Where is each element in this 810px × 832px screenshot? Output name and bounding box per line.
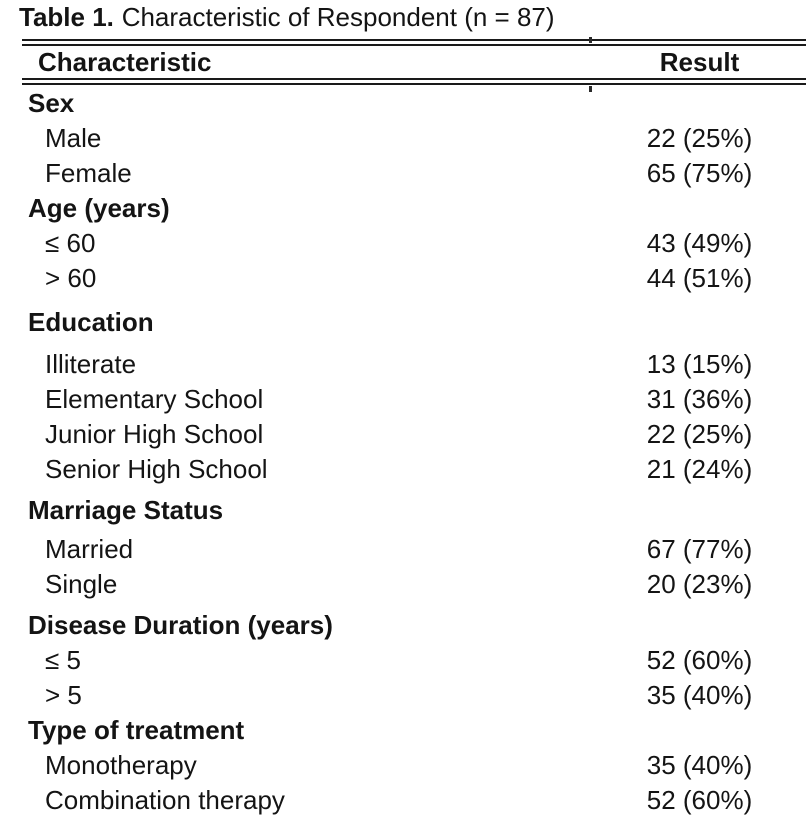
characteristics-table: Characteristic Result Sex Male 22 (25%) …	[22, 39, 806, 818]
row-result	[593, 305, 806, 340]
table-item-row-age-le60: ≤ 60 43 (49%)	[22, 226, 806, 261]
table-item-row-male: Male 22 (25%)	[22, 121, 806, 156]
row-result: 13 (15%)	[646, 349, 753, 379]
row-result: 52 (60%)	[646, 785, 753, 815]
header-result: Result	[659, 47, 740, 77]
row-label: Elementary School	[45, 384, 264, 414]
row-result: 22 (25%)	[646, 419, 753, 449]
table-item-row-junior-high: Junior High School 22 (25%)	[22, 417, 806, 452]
row-result: 31 (36%)	[646, 384, 753, 414]
table-caption: Table 1. Characteristic of Respondent (n …	[19, 3, 810, 32]
row-result: 22 (25%)	[646, 123, 753, 153]
row-label: ≤ 5	[45, 645, 81, 675]
row-label: Education	[28, 307, 154, 337]
table-caption-title: Characteristic of Respondent (n = 87)	[121, 2, 555, 32]
row-result: 43 (49%)	[646, 228, 753, 258]
row-result: 65 (75%)	[646, 158, 753, 188]
row-label: > 5	[45, 680, 82, 710]
table-item-row-female: Female 65 (75%)	[22, 156, 806, 191]
row-label: Married	[45, 534, 134, 564]
table-body: Sex Male 22 (25%) Female 65 (75%) Age (y…	[22, 85, 806, 818]
table-section-row-sex: Sex	[22, 86, 806, 121]
row-label: > 60	[45, 263, 97, 293]
table-item-row-age-gt60: > 60 44 (51%)	[22, 261, 806, 296]
row-result: 44 (51%)	[646, 263, 753, 293]
row-result: 35 (40%)	[646, 680, 753, 710]
table-item-row-monotherapy: Monotherapy 35 (40%)	[22, 748, 806, 783]
row-result	[593, 86, 806, 121]
table-section-row-age: Age (years)	[22, 191, 806, 226]
row-label: Combination therapy	[45, 785, 285, 815]
column-divider-tick-top	[589, 37, 592, 43]
row-label: Disease Duration (years)	[28, 610, 333, 640]
row-result	[593, 493, 806, 528]
row-label: Illiterate	[45, 349, 137, 379]
row-result	[593, 191, 806, 226]
row-label: Junior High School	[45, 419, 264, 449]
table-header-row: Characteristic Result	[22, 46, 806, 85]
row-label: Type of treatment	[28, 715, 245, 745]
header-characteristic: Characteristic	[38, 47, 212, 77]
row-result: 21 (24%)	[646, 454, 753, 484]
row-label: Senior High School	[45, 454, 268, 484]
table-section-row-education: Education	[22, 305, 806, 340]
row-label: Female	[45, 158, 132, 188]
table-section-row-treatment: Type of treatment	[22, 713, 806, 748]
table-item-row-single: Single 20 (23%)	[22, 567, 806, 602]
row-label: Marriage Status	[28, 495, 224, 525]
table-item-row-duration-gt5: > 5 35 (40%)	[22, 678, 806, 713]
row-label: Age (years)	[28, 193, 170, 223]
table-item-row-illiterate: Illiterate 13 (15%)	[22, 347, 806, 382]
row-result: 20 (23%)	[646, 569, 753, 599]
row-label: Single	[45, 569, 118, 599]
row-result: 35 (40%)	[646, 750, 753, 780]
row-label: Monotherapy	[45, 750, 197, 780]
table-item-row-duration-le5: ≤ 5 52 (60%)	[22, 643, 806, 678]
row-label: ≤ 60	[45, 228, 96, 258]
row-result	[593, 713, 806, 748]
row-label: Sex	[28, 88, 75, 118]
table-item-row-combination: Combination therapy 52 (60%)	[22, 783, 806, 818]
table-section-row-disease-duration: Disease Duration (years)	[22, 608, 806, 643]
column-divider-tick-bottom	[589, 86, 592, 92]
table-item-row-senior-high: Senior High School 21 (24%)	[22, 452, 806, 487]
table-section-row-marriage: Marriage Status	[22, 493, 806, 528]
table-caption-number: Table 1.	[19, 2, 114, 32]
table-item-row-married: Married 67 (77%)	[22, 532, 806, 567]
row-label: Male	[45, 123, 102, 153]
row-result	[593, 608, 806, 643]
table-item-row-elementary: Elementary School 31 (36%)	[22, 382, 806, 417]
row-result: 52 (60%)	[646, 645, 753, 675]
row-result: 67 (77%)	[646, 534, 753, 564]
